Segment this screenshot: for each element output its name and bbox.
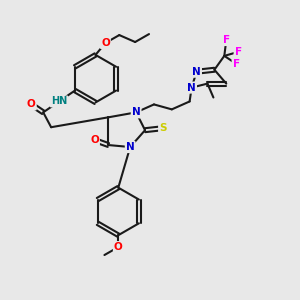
- Text: N: N: [187, 82, 196, 93]
- Text: O: O: [90, 135, 99, 145]
- Text: HN: HN: [51, 97, 67, 106]
- Text: N: N: [126, 142, 135, 152]
- Text: S: S: [159, 123, 166, 133]
- Text: O: O: [27, 99, 36, 110]
- Text: O: O: [114, 242, 123, 252]
- Text: N: N: [192, 67, 201, 77]
- Text: O: O: [101, 38, 110, 48]
- Text: F: F: [232, 59, 240, 69]
- Text: N: N: [132, 107, 140, 117]
- Text: F: F: [235, 47, 242, 57]
- Text: F: F: [223, 35, 230, 45]
